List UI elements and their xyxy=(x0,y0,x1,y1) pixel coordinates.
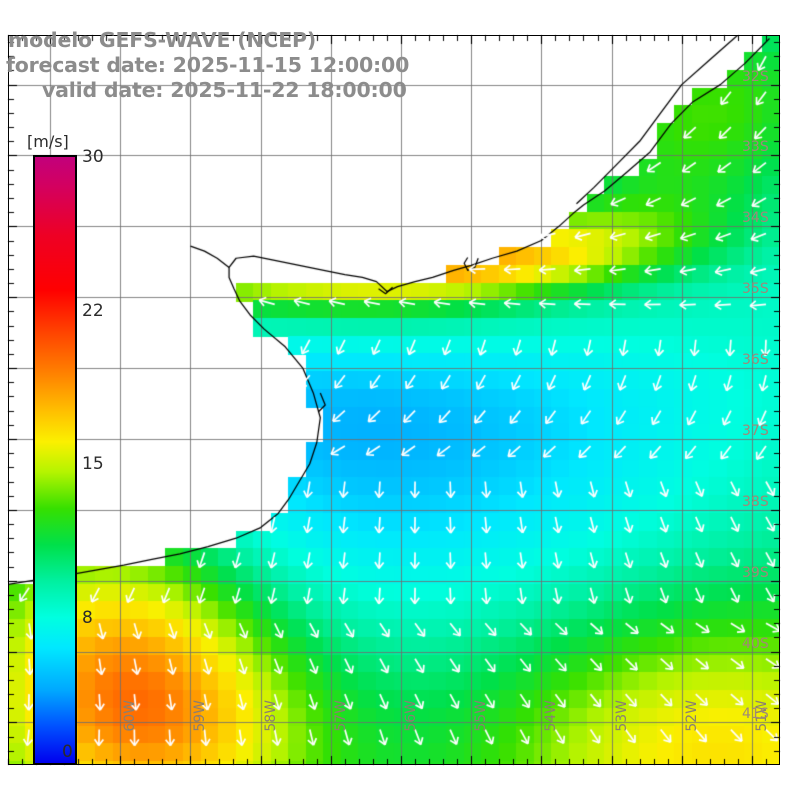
lon-tick-label: 57W xyxy=(332,700,349,732)
lat-tick-label: 40S xyxy=(742,635,769,652)
map-plot-area[interactable] xyxy=(8,35,780,765)
lat-tick-label: 37S xyxy=(742,422,769,439)
colorbar-tick-30: 30 xyxy=(82,147,104,167)
lon-tick-label: 58W xyxy=(262,700,279,732)
lon-tick-label: 56W xyxy=(403,700,420,732)
lat-tick-label: 39S xyxy=(742,564,769,581)
lat-tick-label: 32S xyxy=(742,68,769,85)
lat-tick-label: 34S xyxy=(742,210,769,227)
colorbar-tick-22: 22 xyxy=(82,301,104,321)
colorbar-unit-label: [m/s] xyxy=(27,132,69,151)
lat-tick-label: 41S xyxy=(742,706,769,723)
lon-tick-label: 60W xyxy=(122,700,139,732)
colorbar-tick-15: 15 xyxy=(82,454,104,474)
lon-tick-label: 59W xyxy=(192,700,209,732)
lon-tick-label: 54W xyxy=(543,700,560,732)
lat-tick-label: 36S xyxy=(742,352,769,369)
colorbar xyxy=(33,155,77,765)
lat-tick-label: 35S xyxy=(742,281,769,298)
colorbar-gradient xyxy=(33,155,77,765)
colorbar-tick-0: 0 xyxy=(62,742,73,762)
lat-tick-label: 33S xyxy=(742,139,769,156)
colorbar-tick-8: 8 xyxy=(82,608,93,628)
lon-tick-label: 52W xyxy=(683,700,700,732)
lon-tick-label: 55W xyxy=(473,700,490,732)
lon-tick-label: 53W xyxy=(613,700,630,732)
wind-speed-field-canvas xyxy=(8,35,780,765)
lat-tick-label: 38S xyxy=(742,493,769,510)
